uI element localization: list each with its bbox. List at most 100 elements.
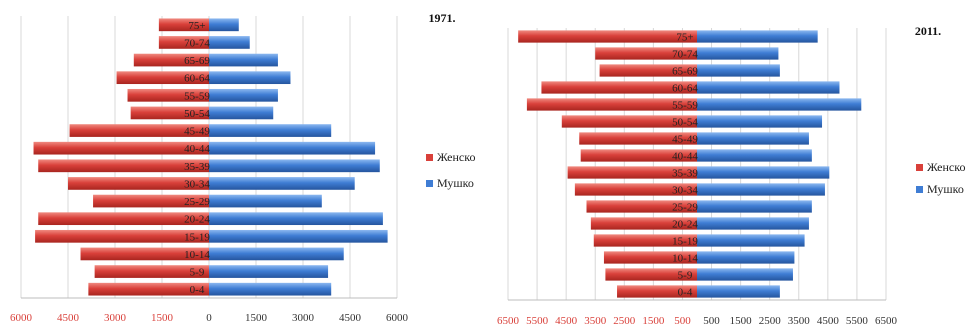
female-bar bbox=[33, 141, 210, 155]
age-group-label: 70-74 bbox=[672, 49, 698, 61]
age-group-label: 45-49 bbox=[672, 134, 698, 146]
male-bar bbox=[697, 200, 812, 213]
x-tick-label: 6500 bbox=[875, 315, 898, 326]
female-bar bbox=[567, 166, 697, 179]
age-group-label: 0-4 bbox=[678, 287, 693, 299]
age-group-label: 60-64 bbox=[672, 83, 698, 95]
age-group-label: 25-29 bbox=[184, 196, 210, 208]
legend-swatch-male bbox=[916, 186, 923, 193]
male-bar bbox=[697, 268, 793, 281]
age-group-label: 5-9 bbox=[190, 267, 205, 279]
female-bar bbox=[116, 71, 209, 85]
age-group-label: 25-29 bbox=[672, 202, 698, 214]
x-tick-label: 6000 bbox=[386, 312, 409, 324]
legend-swatch-female bbox=[426, 154, 433, 161]
age-group-label: 35-39 bbox=[184, 161, 210, 173]
female-bar bbox=[38, 212, 209, 226]
age-group-label: 15-19 bbox=[184, 231, 210, 243]
x-tick-label: 3000 bbox=[292, 312, 315, 324]
age-group-label: 70-74 bbox=[184, 37, 210, 49]
female-bar bbox=[526, 98, 697, 111]
male-bar bbox=[209, 106, 274, 120]
female-bar bbox=[603, 251, 697, 264]
legend-label-male: Мушко bbox=[437, 176, 474, 190]
x-tick-label: 1500 bbox=[245, 312, 268, 324]
female-bar bbox=[541, 81, 697, 94]
male-bar bbox=[209, 88, 278, 102]
chart-title: 1971. bbox=[429, 11, 456, 25]
x-tick-label: 2500 bbox=[613, 315, 636, 326]
female-bar bbox=[68, 177, 209, 190]
chart-title: 2011. bbox=[915, 24, 941, 38]
male-bar bbox=[697, 132, 809, 145]
male-bar bbox=[209, 212, 383, 226]
age-group-label: 75+ bbox=[676, 32, 693, 44]
male-bar bbox=[697, 64, 780, 77]
male-bar bbox=[209, 265, 329, 278]
female-bar bbox=[561, 115, 697, 128]
male-bar bbox=[697, 149, 812, 162]
female-bar bbox=[130, 106, 209, 120]
x-tick-label: 1500 bbox=[642, 315, 665, 326]
legend-label-female: Женско bbox=[437, 150, 475, 164]
age-group-label: 75+ bbox=[188, 20, 205, 32]
male-bar bbox=[209, 247, 344, 261]
female-bar bbox=[574, 183, 697, 196]
female-bar bbox=[590, 217, 697, 230]
age-group-label: 35-39 bbox=[672, 168, 698, 180]
age-group-label: 20-24 bbox=[184, 214, 210, 226]
male-bar bbox=[697, 30, 818, 43]
male-bar bbox=[697, 98, 862, 111]
x-tick-label: 6000 bbox=[10, 312, 33, 324]
female-bar bbox=[80, 247, 210, 261]
age-group-label: 10-14 bbox=[184, 249, 210, 261]
female-bar bbox=[35, 229, 209, 243]
age-group-label: 65-69 bbox=[672, 66, 698, 78]
female-bar bbox=[595, 47, 697, 60]
age-group-label: 30-34 bbox=[184, 178, 210, 190]
age-group-label: 45-49 bbox=[184, 126, 210, 138]
age-group-label: 50-54 bbox=[672, 117, 698, 129]
age-group-label: 30-34 bbox=[672, 185, 698, 197]
male-bar bbox=[697, 166, 830, 179]
x-tick-label: 5500 bbox=[526, 315, 549, 326]
male-bar bbox=[209, 159, 380, 173]
female-bar bbox=[69, 124, 209, 137]
legend-label-male: Мушко bbox=[927, 182, 964, 196]
male-bar bbox=[209, 229, 388, 243]
female-bar bbox=[133, 53, 209, 67]
pyramid-2011: 6500 5500 4500 3500 2500 1500 500 500 1500 2500 35… bbox=[497, 24, 965, 326]
female-bar bbox=[518, 30, 697, 43]
male-bar bbox=[697, 217, 809, 230]
male-bar bbox=[209, 194, 322, 208]
x-tick-label: 6500 bbox=[497, 315, 520, 326]
female-bar bbox=[88, 282, 209, 296]
age-group-label: 5-9 bbox=[678, 270, 693, 282]
x-tick-label: 4500 bbox=[555, 315, 578, 326]
male-bar bbox=[209, 18, 239, 32]
pyramid-1971: 6000 4500 3000 1500 0 1500 3000 4500 6000 0-4 5-9 1… bbox=[10, 11, 475, 324]
male-bar bbox=[697, 251, 795, 264]
female-bar bbox=[158, 36, 209, 49]
x-tick-label: 1500 bbox=[730, 315, 753, 326]
legend-label-female: Женско bbox=[927, 160, 965, 174]
x-tick-label: 4500 bbox=[817, 315, 840, 326]
x-tick-label: 4500 bbox=[57, 312, 80, 324]
female-bar bbox=[617, 285, 697, 298]
age-group-label: 55-59 bbox=[672, 100, 698, 112]
male-bar bbox=[697, 81, 840, 94]
x-tick-label: 2500 bbox=[759, 315, 782, 326]
female-bar bbox=[127, 88, 209, 102]
male-bar bbox=[209, 71, 291, 85]
x-tick-label: 5500 bbox=[846, 315, 869, 326]
x-tick-label: 500 bbox=[703, 315, 720, 326]
female-bar bbox=[158, 18, 209, 32]
age-group-label: 0-4 bbox=[190, 284, 205, 296]
x-tick-label: 3000 bbox=[104, 312, 127, 324]
age-group-label: 65-69 bbox=[184, 55, 210, 67]
age-group-label: 60-64 bbox=[184, 73, 210, 85]
female-bar bbox=[580, 149, 697, 162]
male-bar bbox=[209, 282, 332, 296]
male-bar bbox=[697, 234, 805, 247]
age-group-label: 50-54 bbox=[184, 108, 210, 120]
